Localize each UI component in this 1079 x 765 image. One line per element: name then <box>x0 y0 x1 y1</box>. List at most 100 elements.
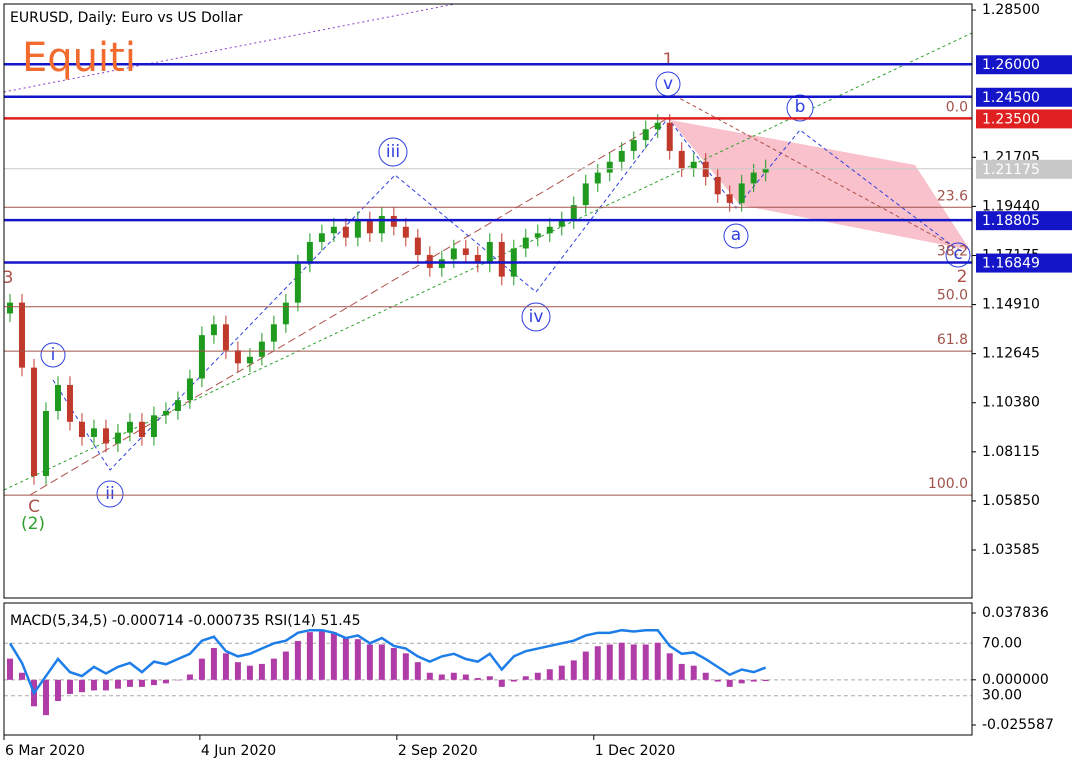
candle-body <box>174 400 181 411</box>
candle-body <box>354 220 361 238</box>
candle-body <box>78 421 85 437</box>
macd-bar <box>762 679 769 682</box>
candle-body <box>726 194 733 203</box>
x-tick-label: 4 Jun 2020 <box>201 743 276 759</box>
macd-bar <box>366 644 373 680</box>
candle-body <box>162 410 169 416</box>
macd-bar <box>66 679 73 694</box>
wave-label: 3 <box>3 268 14 288</box>
candle-body <box>558 220 565 227</box>
wave-label: 2 <box>957 267 968 287</box>
wave-circle <box>378 137 408 167</box>
candle-body <box>270 324 277 342</box>
chart-title: EURUSD, Daily: Euro vs US Dollar <box>10 10 243 26</box>
macd-bar <box>390 648 397 680</box>
candle-body <box>294 263 301 303</box>
wave-path <box>52 117 959 471</box>
macd-bar <box>150 679 157 686</box>
candle-body <box>342 226 349 238</box>
candle-body <box>18 302 25 368</box>
macd-bar <box>498 679 505 687</box>
macd-bar <box>654 642 661 680</box>
y-tick-label: 1.12645 <box>982 346 1040 362</box>
macd-bar <box>198 658 205 680</box>
candle-body <box>450 248 457 260</box>
macd-bar <box>90 679 97 691</box>
candle-body <box>414 237 421 255</box>
macd-tick-label: -0.025587 <box>982 717 1054 733</box>
macd-bar <box>402 653 409 680</box>
candle-body <box>402 226 409 238</box>
candle-body <box>606 161 613 173</box>
macd-bar <box>534 672 541 680</box>
macd-bar <box>438 674 445 680</box>
macd-bar <box>750 679 757 682</box>
candle-body <box>738 183 745 203</box>
candle-body <box>654 122 661 130</box>
trend-line <box>667 91 961 251</box>
macd-bar <box>210 648 217 680</box>
candle-body <box>570 205 577 221</box>
macd-bar <box>354 639 361 680</box>
candle-body <box>150 415 157 437</box>
macd-bar <box>474 678 481 680</box>
wave-circle <box>723 223 749 249</box>
candle-body <box>378 215 385 234</box>
candle-body <box>690 161 697 169</box>
macd-bar <box>78 679 85 693</box>
candle-body <box>546 226 553 234</box>
candle-body <box>138 421 145 437</box>
level-box <box>976 253 1072 273</box>
candle-body <box>366 220 373 234</box>
y-tick-label: 1.03585 <box>982 542 1040 558</box>
y2-tick-label: 70.00 <box>982 635 1022 651</box>
wave-label: b <box>795 97 806 117</box>
macd-bar <box>162 679 169 684</box>
indicator-frame <box>3 602 973 736</box>
candle-body <box>102 428 109 444</box>
y-tick-label: 1.08115 <box>982 444 1040 460</box>
macd-bar <box>426 672 433 680</box>
candle-body <box>66 384 73 422</box>
fib-label: 23.6 <box>937 188 968 204</box>
macd-bar <box>102 679 109 691</box>
candle-body <box>42 410 49 476</box>
macd-bar <box>246 665 253 680</box>
level-label: 1.21175 <box>982 162 1040 178</box>
price-frame <box>3 3 973 599</box>
macd-bar <box>138 679 145 687</box>
x-tick-label: 6 Mar 2020 <box>5 743 85 759</box>
candle-body <box>642 129 649 141</box>
macd-bar <box>666 653 673 680</box>
x-tick-label: 1 Dec 2020 <box>595 743 676 759</box>
candle-body <box>90 428 97 437</box>
level-label: 1.23500 <box>982 111 1040 127</box>
level-label: 1.24500 <box>982 90 1040 106</box>
candle-body <box>474 254 481 264</box>
macd-bar <box>330 632 337 680</box>
wave-label: ii <box>105 484 114 504</box>
wave-circle <box>945 242 971 268</box>
level-box <box>976 55 1072 75</box>
macd-bar <box>510 679 517 682</box>
wave-label: iii <box>386 142 400 162</box>
level-box <box>976 159 1072 179</box>
candle-body <box>258 341 265 357</box>
candle-body <box>330 226 337 234</box>
wave-label: iv <box>529 307 544 327</box>
macd-bar <box>606 644 613 680</box>
level-label: 1.26000 <box>982 57 1040 73</box>
candle-body <box>666 122 673 151</box>
candle-body <box>186 378 193 401</box>
macd-bar <box>54 679 61 702</box>
macd-tick-label: 0.000000 <box>982 672 1049 688</box>
macd-bar <box>222 653 229 680</box>
candle-body <box>318 233 325 242</box>
macd-bar <box>714 679 721 682</box>
candle-body <box>762 168 769 173</box>
y-tick-label: 1.28500 <box>982 2 1040 18</box>
wave-circle <box>786 94 814 122</box>
candle-body <box>306 241 313 264</box>
macd-bar <box>558 665 565 680</box>
